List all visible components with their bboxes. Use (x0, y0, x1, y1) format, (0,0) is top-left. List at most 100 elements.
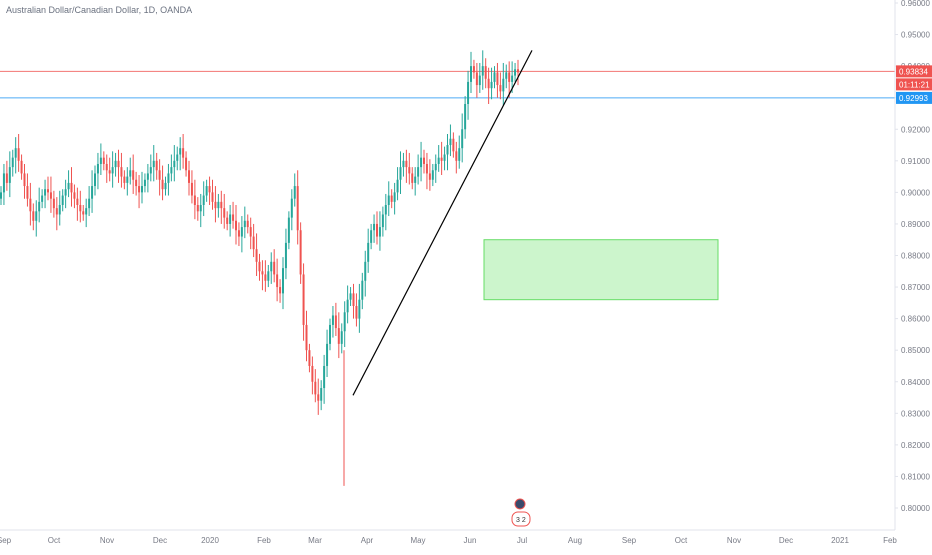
candle-body (5, 173, 8, 183)
x-tick-label: Feb (883, 536, 897, 545)
candle-body (434, 163, 437, 171)
candle-body (367, 242, 370, 262)
candle-body (284, 242, 287, 269)
target-zone[interactable] (483, 239, 719, 301)
y-tick-label: 0.85000 (901, 346, 930, 355)
candle-body (64, 189, 67, 196)
candle-body (199, 205, 202, 212)
candle-body (349, 293, 352, 300)
candle-body (267, 271, 270, 281)
x-tick-label: Mar (308, 536, 322, 545)
candle-body (408, 167, 411, 174)
candle-body (164, 182, 167, 190)
candle-body (373, 223, 376, 231)
candle-body (493, 72, 496, 82)
candle-body (308, 350, 311, 366)
candle-body (517, 69, 519, 73)
candle-body (193, 195, 196, 205)
event-count-label: 3 2 (516, 517, 526, 524)
candle-body (287, 217, 290, 243)
y-tick-label: 0.89000 (901, 220, 930, 229)
y-tick-label: 0.80000 (901, 504, 930, 513)
candle-body (496, 72, 499, 86)
candle-body (475, 72, 478, 86)
candle-body (461, 129, 464, 149)
candle-body (417, 167, 420, 177)
candle-body (11, 157, 14, 168)
candle-body (249, 227, 252, 237)
candle-body (161, 179, 164, 190)
candle-body (108, 170, 111, 174)
candle-body (208, 186, 211, 193)
x-tick-label: Oct (48, 536, 61, 545)
candle-body (82, 211, 85, 215)
candle-body (117, 160, 120, 168)
candle-body (2, 173, 5, 193)
candle-body (237, 230, 240, 237)
candle-body (502, 78, 505, 92)
candle-body (226, 217, 229, 224)
candle-body (314, 381, 317, 395)
candle-body (173, 160, 176, 168)
candle-body (290, 198, 293, 218)
candle-body (138, 186, 141, 193)
candle-body (279, 287, 282, 294)
candle-body (420, 157, 423, 168)
candle-body (282, 268, 284, 294)
candle-body (132, 170, 135, 180)
candle-body (514, 69, 517, 76)
price-axis: 0.960000.950000.940000.930000.920000.910… (894, 0, 932, 530)
candle-body (88, 198, 91, 209)
candle-body (120, 167, 123, 177)
candle-body (35, 211, 38, 221)
candle-body (185, 157, 188, 171)
x-tick-label: Aug (568, 536, 582, 545)
candle-body (143, 179, 146, 187)
candle-body (141, 186, 143, 193)
y-tick-label: 0.87000 (901, 283, 930, 292)
candle-body (182, 148, 185, 158)
x-tick-label: 2020 (201, 536, 219, 545)
candle-body (135, 179, 138, 187)
candle-body (487, 78, 490, 89)
x-tick-label: Dec (779, 536, 793, 545)
candle-body (505, 72, 508, 79)
candle-body (167, 173, 170, 183)
y-tick-label: 0.83000 (901, 409, 930, 418)
x-tick-label: Feb (257, 536, 271, 545)
candle-body (155, 160, 158, 171)
event-flag-icon[interactable] (514, 498, 526, 510)
candle-body (376, 223, 378, 237)
candle-body (96, 163, 99, 174)
x-tick-label: Jul (517, 536, 527, 545)
candle-body (190, 182, 193, 196)
candle-body (176, 154, 179, 161)
candle-body (305, 324, 308, 351)
candle-body (229, 214, 232, 224)
candle-body (76, 198, 79, 205)
candle-body (26, 186, 29, 199)
candle-body (114, 160, 117, 168)
candle-body (317, 394, 320, 401)
candle-body (326, 343, 329, 366)
candle-body (467, 81, 470, 104)
candle-body (323, 365, 326, 389)
event-count-badge[interactable] (511, 511, 531, 527)
y-tick-label: 0.96000 (901, 0, 930, 8)
x-tick-label: Apr (361, 536, 374, 545)
candles (0, 50, 519, 486)
candle-body (211, 192, 214, 202)
price-label-box (896, 91, 932, 104)
candle-body (152, 160, 155, 168)
candle-body (428, 173, 431, 180)
trendline[interactable] (352, 50, 533, 396)
candle-body (8, 167, 11, 183)
candle-body (276, 274, 279, 288)
candle-body (390, 195, 393, 202)
candle-body (85, 208, 88, 215)
candle-body (23, 173, 26, 187)
candle-body (61, 195, 64, 205)
candle-body (337, 328, 340, 344)
